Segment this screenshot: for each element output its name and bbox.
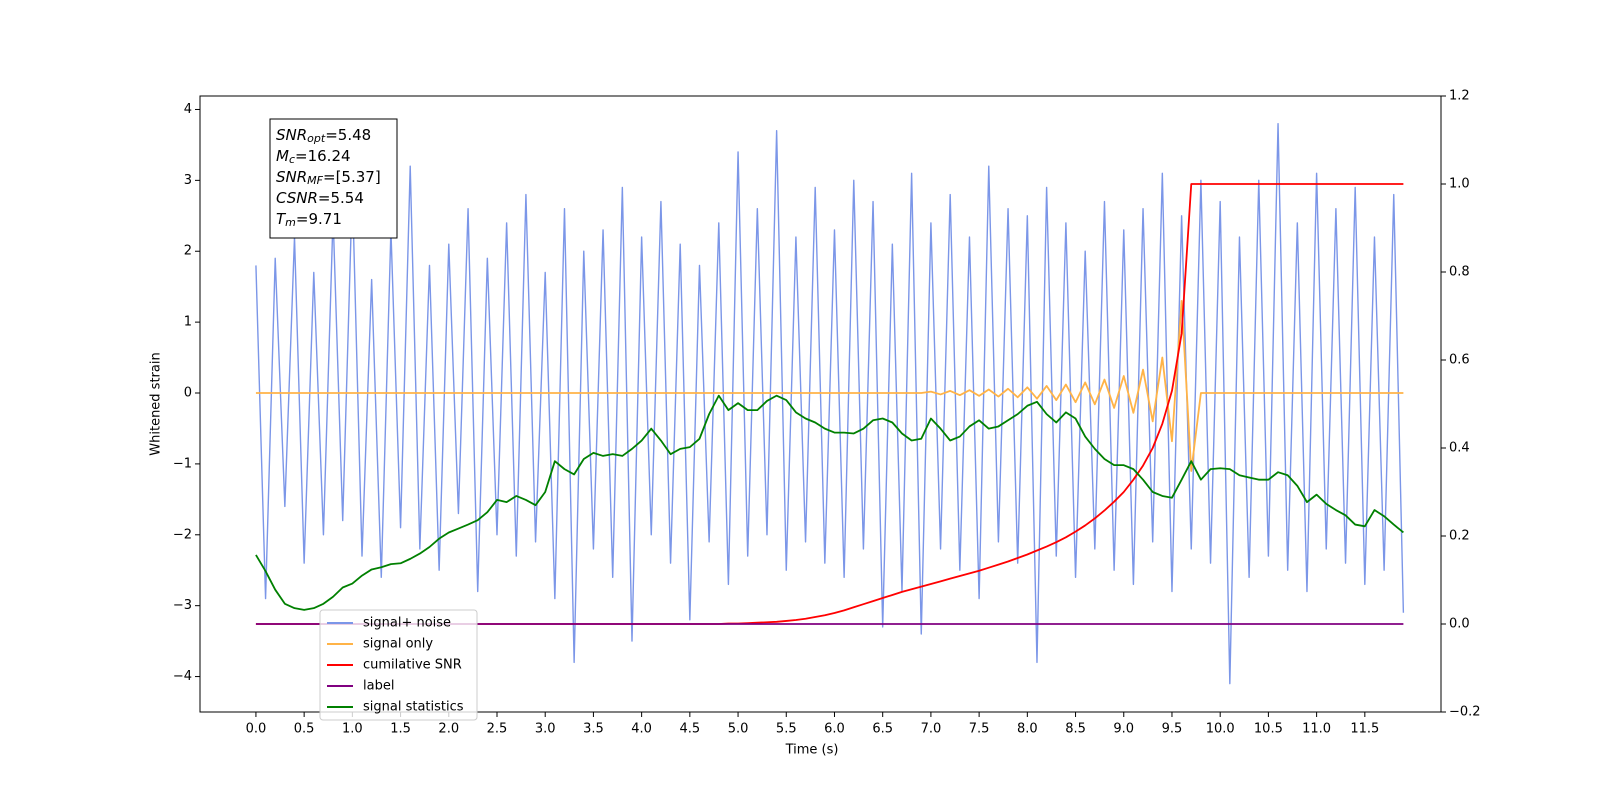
y2-tick-label: 1.2	[1449, 89, 1470, 104]
x-tick-label: 7.0	[921, 722, 942, 737]
y-tick-label: 4	[184, 102, 192, 117]
stat-name: CSNR	[276, 189, 318, 207]
stat-line: SNRMF=[5.37]	[276, 168, 381, 188]
axes-frame	[199, 95, 1442, 713]
legend: signal+ noise signal only cumilative SNR la…	[319, 609, 478, 721]
y2-tick-label: 0.6	[1449, 353, 1470, 368]
legend-label: cumilative SNR	[363, 658, 462, 673]
x-tick-label: 11.5	[1350, 722, 1379, 737]
x-tick-label: 2.0	[438, 722, 459, 737]
stats-box: SNRopt=5.48Mc=16.24SNRMF=[5.37]CSNR=5.54…	[269, 118, 398, 239]
x-tick-label: 1.0	[342, 722, 363, 737]
x-tick-label: 0.5	[294, 722, 315, 737]
y2-tick-label: 0.2	[1449, 529, 1470, 544]
x-tick-label: 4.5	[679, 722, 700, 737]
stat-line: CSNR=5.54	[276, 189, 364, 207]
y-tick-label: 0	[184, 386, 192, 401]
stat-sub: m	[285, 216, 296, 229]
y-tick-label: −3	[173, 598, 192, 613]
y-tick-label: −2	[173, 527, 192, 542]
x-tick-label: 0.0	[246, 722, 267, 737]
stat-value: =5.48	[325, 126, 371, 144]
stat-value: =[5.37]	[323, 168, 381, 186]
series-line	[255, 394, 1404, 611]
stat-name: M	[276, 147, 289, 165]
legend-label: signal only	[363, 637, 433, 652]
x-axis-label: Time (s)	[785, 743, 839, 758]
legend-label: signal statistics	[363, 700, 464, 715]
x-tick-label: 9.0	[1113, 722, 1134, 737]
x-tick-label: 3.5	[583, 722, 604, 737]
y-tick-label: −4	[173, 669, 192, 684]
y2-tick-label: −0.2	[1449, 705, 1481, 720]
stat-sub: c	[289, 153, 295, 166]
x-tick-label: 8.0	[1017, 722, 1038, 737]
stat-name: SNR	[276, 126, 307, 144]
y2-tick-label: 0.8	[1449, 265, 1470, 280]
x-tick-label: 5.5	[776, 722, 797, 737]
y2-tick-label: 0.4	[1449, 441, 1470, 456]
plot-area	[255, 122, 1405, 685]
stat-value: =5.54	[318, 189, 364, 207]
x-tick-label: 10.5	[1254, 722, 1283, 737]
stat-value: =16.24	[295, 147, 351, 165]
y-axis-label: Whitened strain	[149, 352, 164, 455]
x-tick-label: 5.0	[728, 722, 749, 737]
x-tick-label: 4.0	[631, 722, 652, 737]
x-tick-label: 3.0	[535, 722, 556, 737]
stat-line: Mc=16.24	[276, 147, 351, 167]
stat-name: SNR	[276, 168, 307, 186]
y-tick-label: 3	[184, 173, 192, 188]
stat-line: SNRopt=5.48	[276, 126, 371, 146]
stat-name: T	[276, 210, 287, 228]
y2-tick-label: 1.0	[1449, 177, 1470, 192]
stat-line: Tm=9.71	[276, 210, 342, 230]
series-line	[255, 122, 1405, 685]
y2-tick-label: 0.0	[1449, 617, 1470, 632]
x-tick-label: 6.0	[824, 722, 845, 737]
x-tick-label: 7.5	[969, 722, 990, 737]
legend-frame	[319, 609, 478, 721]
x-tick-label: 10.0	[1206, 722, 1235, 737]
series-line	[255, 299, 1404, 472]
stat-sub: opt	[307, 132, 326, 145]
x-tick-label: 9.5	[1162, 722, 1183, 737]
legend-label: label	[363, 679, 394, 694]
x-tick-label: 2.5	[487, 722, 508, 737]
stat-sub: MF	[307, 174, 323, 187]
stat-value: =9.71	[296, 210, 342, 228]
x-tick-label: 11.0	[1302, 722, 1331, 737]
y-tick-label: 1	[184, 315, 192, 330]
x-tick-label: 6.5	[872, 722, 893, 737]
x-tick-label: 8.5	[1065, 722, 1086, 737]
y-tick-label: −1	[173, 456, 192, 471]
x-tick-label: 1.5	[390, 722, 411, 737]
stats-frame	[269, 118, 398, 239]
legend-label: signal+ noise	[363, 616, 451, 631]
y-tick-label: 2	[184, 244, 192, 259]
